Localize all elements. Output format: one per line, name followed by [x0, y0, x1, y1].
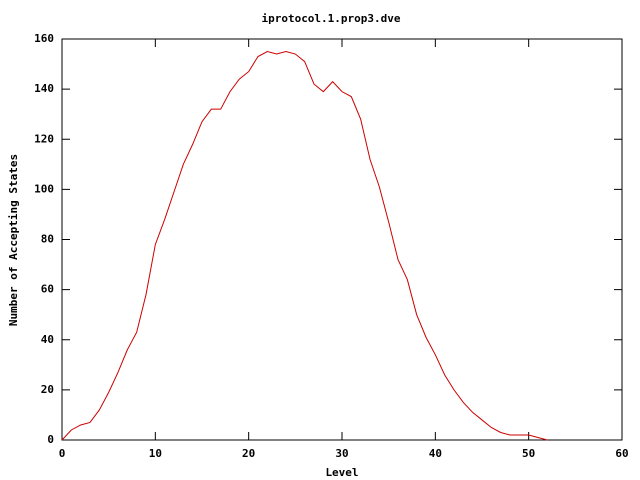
- y-tick-label: 0: [47, 433, 54, 446]
- chart-title: iprotocol.1.prop3.dve: [261, 12, 400, 25]
- x-tick-label: 60: [615, 447, 628, 460]
- y-tick-label: 80: [41, 233, 54, 246]
- y-axis-label: Number of Accepting States: [7, 154, 20, 326]
- data-line: [61, 50, 548, 441]
- x-tick-label: 40: [429, 447, 442, 460]
- x-tick-label: 10: [149, 447, 162, 460]
- y-tick-label: 40: [41, 333, 54, 346]
- y-tick-label: 20: [41, 383, 54, 396]
- x-tick-label: 30: [335, 447, 348, 460]
- y-tick-label: 100: [34, 182, 54, 195]
- x-axis-label: Level: [325, 466, 358, 479]
- y-tick-label: 120: [34, 132, 54, 145]
- plot-frame: [61, 38, 623, 441]
- x-tick-label: 20: [242, 447, 255, 460]
- y-tick-label: 160: [34, 32, 54, 45]
- y-tick-label: 60: [41, 283, 54, 296]
- y-tick-label: 140: [34, 82, 54, 95]
- x-tick-label: 50: [522, 447, 535, 460]
- x-tick-label: 0: [59, 447, 66, 460]
